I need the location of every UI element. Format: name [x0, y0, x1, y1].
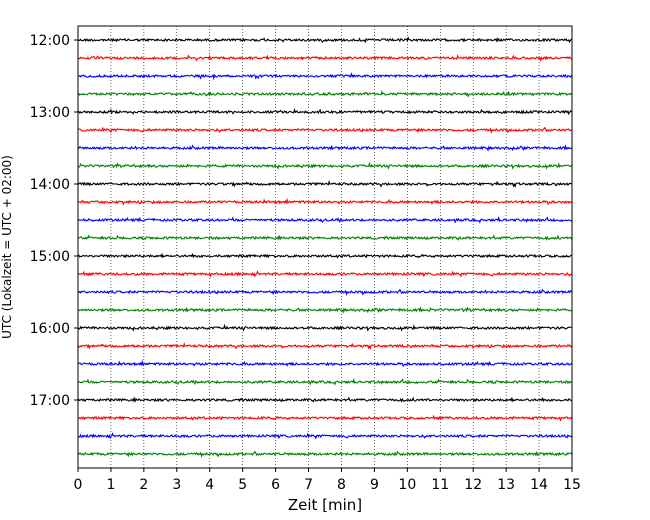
x-axis: 0 1 2 3 4 5 6 7 8 9 10 11 12 13 14 15: [74, 468, 581, 493]
x-tick-label: 2: [139, 477, 148, 493]
x-tick-label: 4: [205, 477, 214, 493]
trace-line: [77, 36, 573, 44]
trace-line: [77, 54, 573, 63]
trace-line: [77, 197, 573, 206]
trace-line: [77, 377, 573, 386]
trace-line: [77, 71, 573, 81]
trace-line: [77, 359, 573, 368]
seismogram-traces: [77, 36, 573, 458]
trace-line: [77, 306, 573, 314]
trace-line: [77, 341, 573, 350]
x-tick-label: 11: [431, 477, 449, 493]
x-tick-label: 8: [337, 477, 346, 493]
y-tick-label: 17:00: [30, 393, 70, 409]
y-tick-label: 14:00: [30, 177, 70, 193]
trace-line: [77, 288, 573, 296]
x-tick-label: 10: [398, 477, 416, 493]
x-tick-label: 3: [172, 477, 181, 493]
x-tick-label: 13: [497, 477, 515, 493]
trace-line: [77, 161, 573, 170]
y-tick-label: 16:00: [30, 321, 70, 337]
x-axis-title: Zeit [min]: [288, 496, 362, 514]
trace-line: [77, 270, 573, 278]
x-tick-label: 9: [370, 477, 379, 493]
trace-line: [77, 179, 573, 188]
plot-frame: [77, 25, 573, 469]
y-tick-label: 12:00: [30, 33, 70, 49]
trace-line: [77, 414, 573, 422]
trace-line: [77, 234, 573, 242]
y-tick-label: 15:00: [30, 249, 70, 265]
trace-line: [77, 144, 573, 152]
trace-line: [77, 396, 573, 403]
x-tick-label: 12: [464, 477, 482, 493]
x-tick-label: 14: [530, 477, 548, 493]
trace-line: [77, 450, 573, 458]
x-tick-label: 1: [106, 477, 115, 493]
trace-line: [77, 252, 573, 259]
x-tick-label: 6: [271, 477, 280, 493]
x-tick-label: 0: [74, 477, 83, 493]
trace-line: [77, 432, 573, 440]
trace-line: [77, 323, 573, 332]
x-tick-label: 7: [304, 477, 313, 493]
y-axis-title: UTC (Lokalzeit = UTC + 02:00): [0, 155, 14, 339]
trace-line: [77, 126, 573, 134]
x-tick-label: 5: [238, 477, 247, 493]
trace-line: [77, 215, 573, 224]
x-tick-label: 15: [563, 477, 581, 493]
trace-line: [77, 89, 573, 98]
trace-line: [77, 107, 573, 116]
plot-area: [78, 26, 572, 468]
y-tick-label: 13:00: [30, 105, 70, 121]
y-axis: 12:00 13:00 14:00 15:00 16:00 17:00: [30, 33, 78, 409]
